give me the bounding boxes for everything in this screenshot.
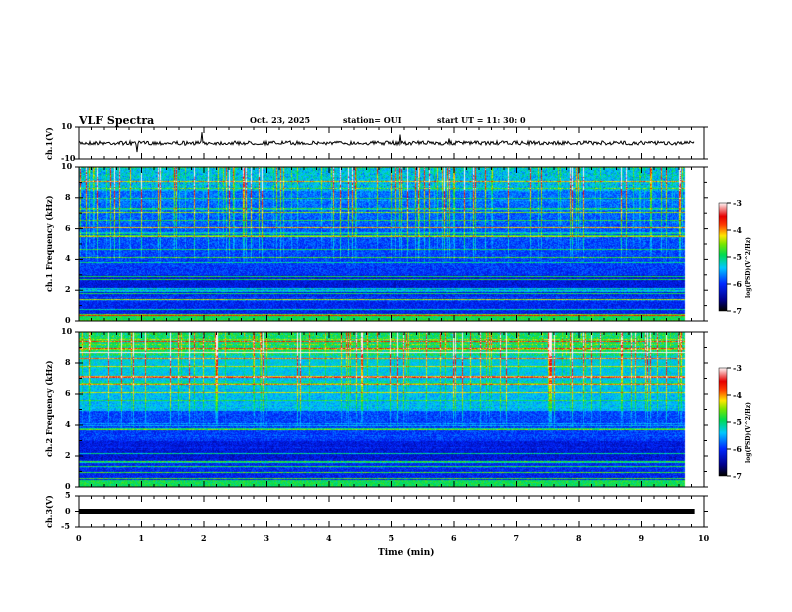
y-tick-label: 0	[65, 315, 71, 325]
x-tick-label: 10	[698, 533, 710, 543]
y-tick-label: -5	[61, 521, 70, 531]
colorbar-label: log(PSD)(V^2/Hz)	[745, 401, 752, 463]
y-tick-label: 8	[65, 191, 71, 202]
panel-frame	[78, 166, 705, 322]
ch1-y-label: ch.1(V)	[44, 127, 54, 160]
figure-title: VLF Spectra	[79, 114, 155, 127]
station-label: station= OUI	[343, 115, 402, 125]
y-tick-label: 10	[61, 121, 73, 131]
colorbar-frame	[718, 202, 728, 312]
ch3-waveform-line	[79, 509, 695, 514]
colorbar-tick-label: -5	[733, 417, 742, 427]
colorbar-tick-label: -7	[733, 306, 742, 316]
y-tick-label: 4	[65, 253, 71, 264]
x-tick-label: 2	[201, 533, 207, 543]
x-tick-label: 3	[263, 533, 270, 543]
y-tick-label: 10	[61, 326, 73, 336]
colorbar-tick-label: -3	[733, 363, 742, 373]
x-tick-label: 8	[576, 533, 582, 543]
x-tick-label: 1	[138, 533, 145, 543]
y-tick-label: 2	[65, 284, 71, 295]
y-tick-label: -10	[61, 153, 76, 163]
x-tick-label: 4	[326, 533, 332, 543]
y-tick-label: 6	[65, 388, 71, 398]
ch3-y-label: ch.3(V)	[44, 495, 54, 528]
ch2-colorbar	[719, 368, 727, 476]
x-axis-label: Time (min)	[378, 548, 435, 558]
start-time-label: start UT = 11: 30: 0	[437, 115, 526, 125]
x-tick-label: 9	[638, 533, 645, 543]
colorbar-tick-label: -4	[733, 390, 742, 400]
x-tick-label: 0	[76, 533, 82, 543]
colorbar-tick-label: -6	[733, 444, 742, 454]
ch2-spectrogram	[79, 332, 694, 487]
colorbar-tick-label: -4	[733, 225, 742, 235]
ch1-freq-y-label: ch.1 Frequency (kHz)	[44, 195, 54, 292]
x-tick-label: 5	[388, 533, 395, 543]
y-tick-label: 0	[65, 505, 71, 516]
x-tick-label: 7	[513, 533, 520, 543]
y-tick-label: 8	[65, 357, 71, 367]
ch1-waveform-line	[78, 132, 695, 153]
colorbar-tick-label: -5	[733, 252, 742, 262]
y-tick-label: 0	[65, 481, 71, 491]
colorbar-tick-label: -3	[733, 198, 742, 208]
colorbar-tick-label: -7	[733, 471, 742, 481]
date-label: Oct. 23, 2025	[250, 115, 311, 125]
y-tick-label: 10	[61, 161, 73, 171]
colorbar-tick-label: -6	[733, 279, 742, 289]
y-tick-label: 4	[65, 419, 71, 429]
ch1-colorbar	[719, 203, 727, 311]
y-tick-label: 5	[65, 490, 71, 500]
ch1-spectrogram	[79, 167, 694, 321]
y-tick-label: 6	[65, 222, 71, 233]
ch2-freq-y-label: ch.2 Frequency (kHz)	[44, 360, 54, 457]
colorbar-label: log(PSD)(V^2/Hz)	[745, 236, 752, 298]
panel-frame	[78, 331, 705, 488]
y-tick-label: 2	[65, 450, 71, 460]
x-tick-label: 6	[451, 533, 457, 543]
colorbar-frame	[718, 367, 728, 477]
